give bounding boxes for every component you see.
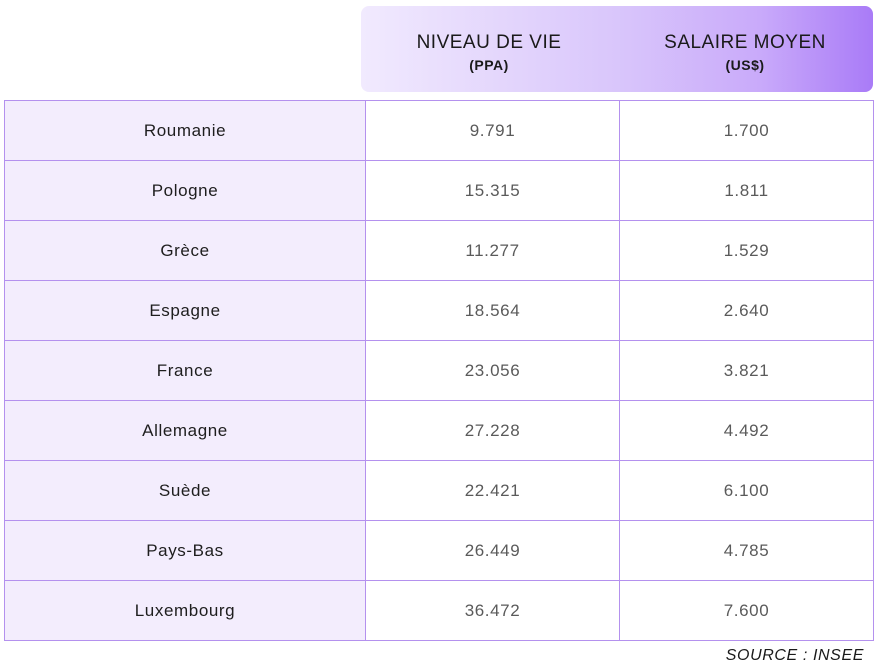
niveau-cell: 22.421 — [365, 460, 620, 521]
salaire-cell: 3.821 — [619, 340, 874, 401]
salaire-cell: 7.600 — [619, 580, 874, 641]
table-row: Espagne 18.564 2.640 — [4, 280, 874, 341]
source-note: SOURCE : INSEE — [725, 647, 864, 664]
niveau-cell: 36.472 — [365, 580, 620, 641]
table-row: Suède 22.421 6.100 — [4, 460, 874, 521]
data-table: Roumanie 9.791 1.700 Pologne 15.315 1.81… — [4, 100, 874, 641]
salaire-cell: 1.811 — [619, 160, 874, 221]
country-cell: Suède — [4, 460, 366, 521]
salaire-cell: 4.492 — [619, 400, 874, 461]
country-cell: Pologne — [4, 160, 366, 221]
country-cell: France — [4, 340, 366, 401]
header-unit: (US$) — [725, 56, 765, 73]
niveau-cell: 26.449 — [365, 520, 620, 581]
salaire-cell: 1.529 — [619, 220, 874, 281]
table-row: Roumanie 9.791 1.700 — [4, 100, 874, 161]
header-unit: (PPA) — [469, 56, 509, 73]
country-cell: Allemagne — [4, 400, 366, 461]
table-row: Luxembourg 36.472 7.600 — [4, 580, 874, 641]
salaire-cell: 1.700 — [619, 100, 874, 161]
salaire-cell: 2.640 — [619, 280, 874, 341]
header-label: NIVEAU DE VIE — [416, 31, 562, 53]
niveau-cell: 27.228 — [365, 400, 620, 461]
country-cell: Roumanie — [4, 100, 366, 161]
country-cell: Pays-Bas — [4, 520, 366, 581]
niveau-cell: 18.564 — [365, 280, 620, 341]
salaire-cell: 4.785 — [619, 520, 874, 581]
niveau-cell: 11.277 — [365, 220, 620, 281]
table-row: France 23.056 3.821 — [4, 340, 874, 401]
table-row: Pologne 15.315 1.811 — [4, 160, 874, 221]
table-header: NIVEAU DE VIE (PPA) SALAIRE MOYEN (US$) — [361, 6, 873, 92]
niveau-cell: 15.315 — [365, 160, 620, 221]
header-label: SALAIRE MOYEN — [664, 31, 826, 53]
niveau-cell: 23.056 — [365, 340, 620, 401]
niveau-cell: 9.791 — [365, 100, 620, 161]
table-row: Allemagne 27.228 4.492 — [4, 400, 874, 461]
table-row: Grèce 11.277 1.529 — [4, 220, 874, 281]
salaire-cell: 6.100 — [619, 460, 874, 521]
header-niveau-de-vie: NIVEAU DE VIE (PPA) — [361, 6, 617, 92]
table-row: Pays-Bas 26.449 4.785 — [4, 520, 874, 581]
country-cell: Grèce — [4, 220, 366, 281]
country-cell: Espagne — [4, 280, 366, 341]
country-cell: Luxembourg — [4, 580, 366, 641]
header-salaire-moyen: SALAIRE MOYEN (US$) — [617, 6, 873, 92]
